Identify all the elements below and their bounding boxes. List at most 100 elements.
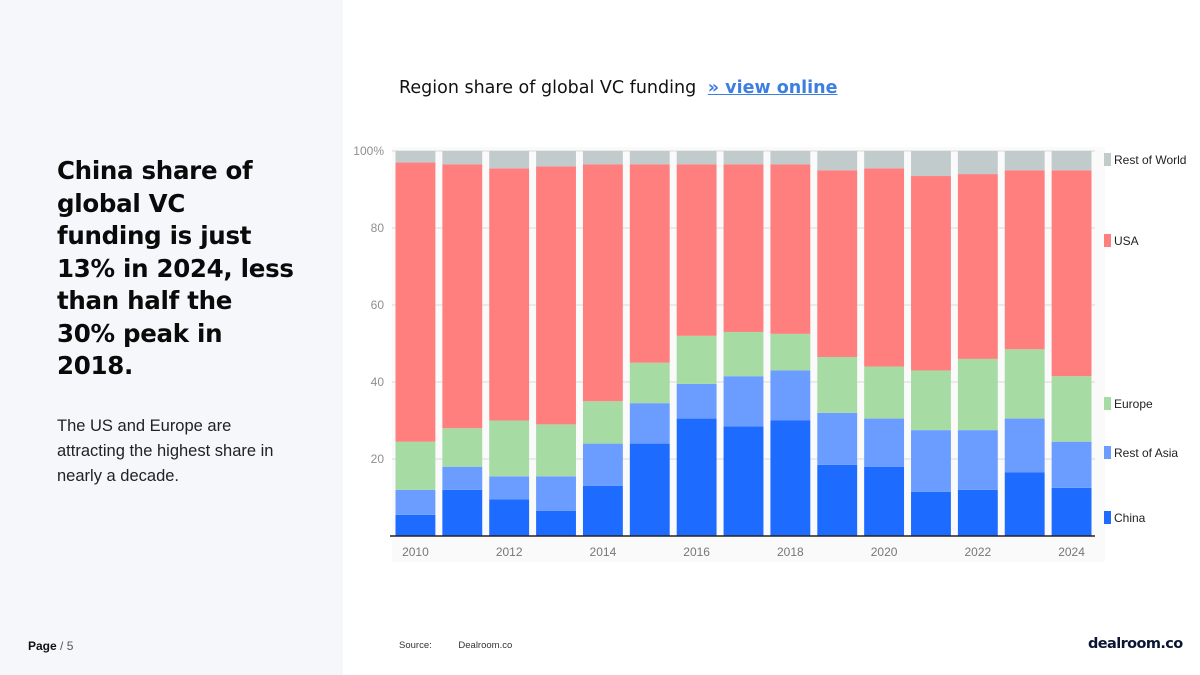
bar-segment [629,164,670,363]
bar-segment [957,358,998,431]
legend-label: Rest of World [1114,153,1186,167]
bar-segment [957,174,998,359]
bar-segment [442,489,483,536]
bar-segment [1004,151,1045,171]
bar-segment [1051,151,1092,171]
bar-segment [911,151,951,177]
source-value: Dealroom.co [458,640,513,651]
x-tick-label: 2020 [871,545,898,559]
chart-title-text: Region share of global VC funding [399,78,697,98]
stacked-bar-chart: 100% 80 60 40 20 2010 2012 2014 2016 2018 2020 2022… [353,144,1186,562]
bar-segment [770,151,811,165]
bar-segment [676,383,717,419]
x-tick-label: 2016 [683,545,710,559]
y-tick-label: 100% [353,144,384,158]
bar-segment [864,366,905,419]
bar-segment [536,510,576,536]
bar-segment [676,151,717,165]
legend-swatch [1104,511,1111,524]
bar-segment [536,166,576,425]
bar-segment [442,466,483,490]
bar-segment [864,418,905,467]
bar-segment [1051,170,1092,377]
view-online-link[interactable]: » view online [707,78,838,98]
bar-segment [864,168,905,367]
bar-segment [911,491,951,536]
y-tick-label: 20 [371,452,385,466]
bar-segment [676,164,717,336]
bar-segment [770,370,811,421]
headline: China share of global VC funding is just… [57,156,294,380]
legend-label: Rest of Asia [1114,446,1178,460]
bar-segment [582,401,623,444]
bar-segment [817,412,858,465]
bar-segment [723,376,764,427]
bar-segment [629,443,670,536]
bar-segment [395,162,436,442]
bar-segment [489,168,530,421]
bar-segment [536,476,576,511]
legend-swatch [1104,397,1111,410]
bar-segment [723,164,764,332]
bar-segment [536,151,576,167]
page-separator: / [60,639,64,653]
bar-segment [489,420,530,477]
x-tick-label: 2018 [777,545,804,559]
bar-segment [629,151,670,165]
legend-swatch [1104,234,1111,247]
page-number: Page / 5 [28,639,73,653]
bar-segment [1051,376,1092,442]
bar-segment [911,370,951,431]
bar-segment [395,489,436,515]
bar-segment [536,424,576,477]
legend-swatch [1104,153,1111,166]
legend-swatch [1104,446,1111,459]
bar-segment [442,151,483,165]
x-tick-label: 2022 [964,545,991,559]
bar-segment [442,164,483,429]
bar-segment [582,443,623,486]
bar-segment [723,151,764,165]
y-tick-label: 80 [371,221,385,235]
legend-label: USA [1114,234,1139,248]
bar-segment [1051,441,1092,488]
bar-segment [676,418,717,536]
bar-segment [489,151,530,169]
bar-segment [770,420,811,536]
bar-segment [395,441,436,490]
bar-segment [911,176,951,371]
y-tick-label: 60 [371,298,385,312]
bar-segment [817,464,858,536]
bar-segment [582,485,623,536]
left-panel [0,0,343,675]
bar-segment [1004,349,1045,419]
bar-segment [957,430,998,490]
page-label: Page [28,639,57,653]
bar-segment [957,151,998,175]
bar-segment [582,164,623,402]
bar-segment [723,426,764,536]
x-tick-label: 2014 [590,545,617,559]
bar-segment [489,499,530,536]
dealroom-logo: dealroom.co [1088,636,1183,652]
bar-segment [817,151,858,171]
x-tick-label: 2024 [1058,545,1085,559]
bar-segment [770,164,811,334]
bar-segment [1004,472,1045,536]
bar-segment [582,151,623,165]
legend-label: China [1114,511,1146,525]
bar-segment [817,356,858,413]
bar-segment [1004,170,1045,350]
source: Source: Dealroom.co [399,640,512,651]
bar-segment [723,331,764,377]
source-label: Source: [399,640,432,651]
bar-segment [817,170,858,357]
bar-segment [676,335,717,384]
bar-segment [864,151,905,169]
x-tick-label: 2012 [496,545,523,559]
chart-title: Region share of global VC funding » view… [399,78,838,98]
legend-label: Europe [1114,397,1153,411]
bar-segment [489,476,530,500]
y-tick-label: 40 [371,375,385,389]
bar-segment [629,362,670,404]
